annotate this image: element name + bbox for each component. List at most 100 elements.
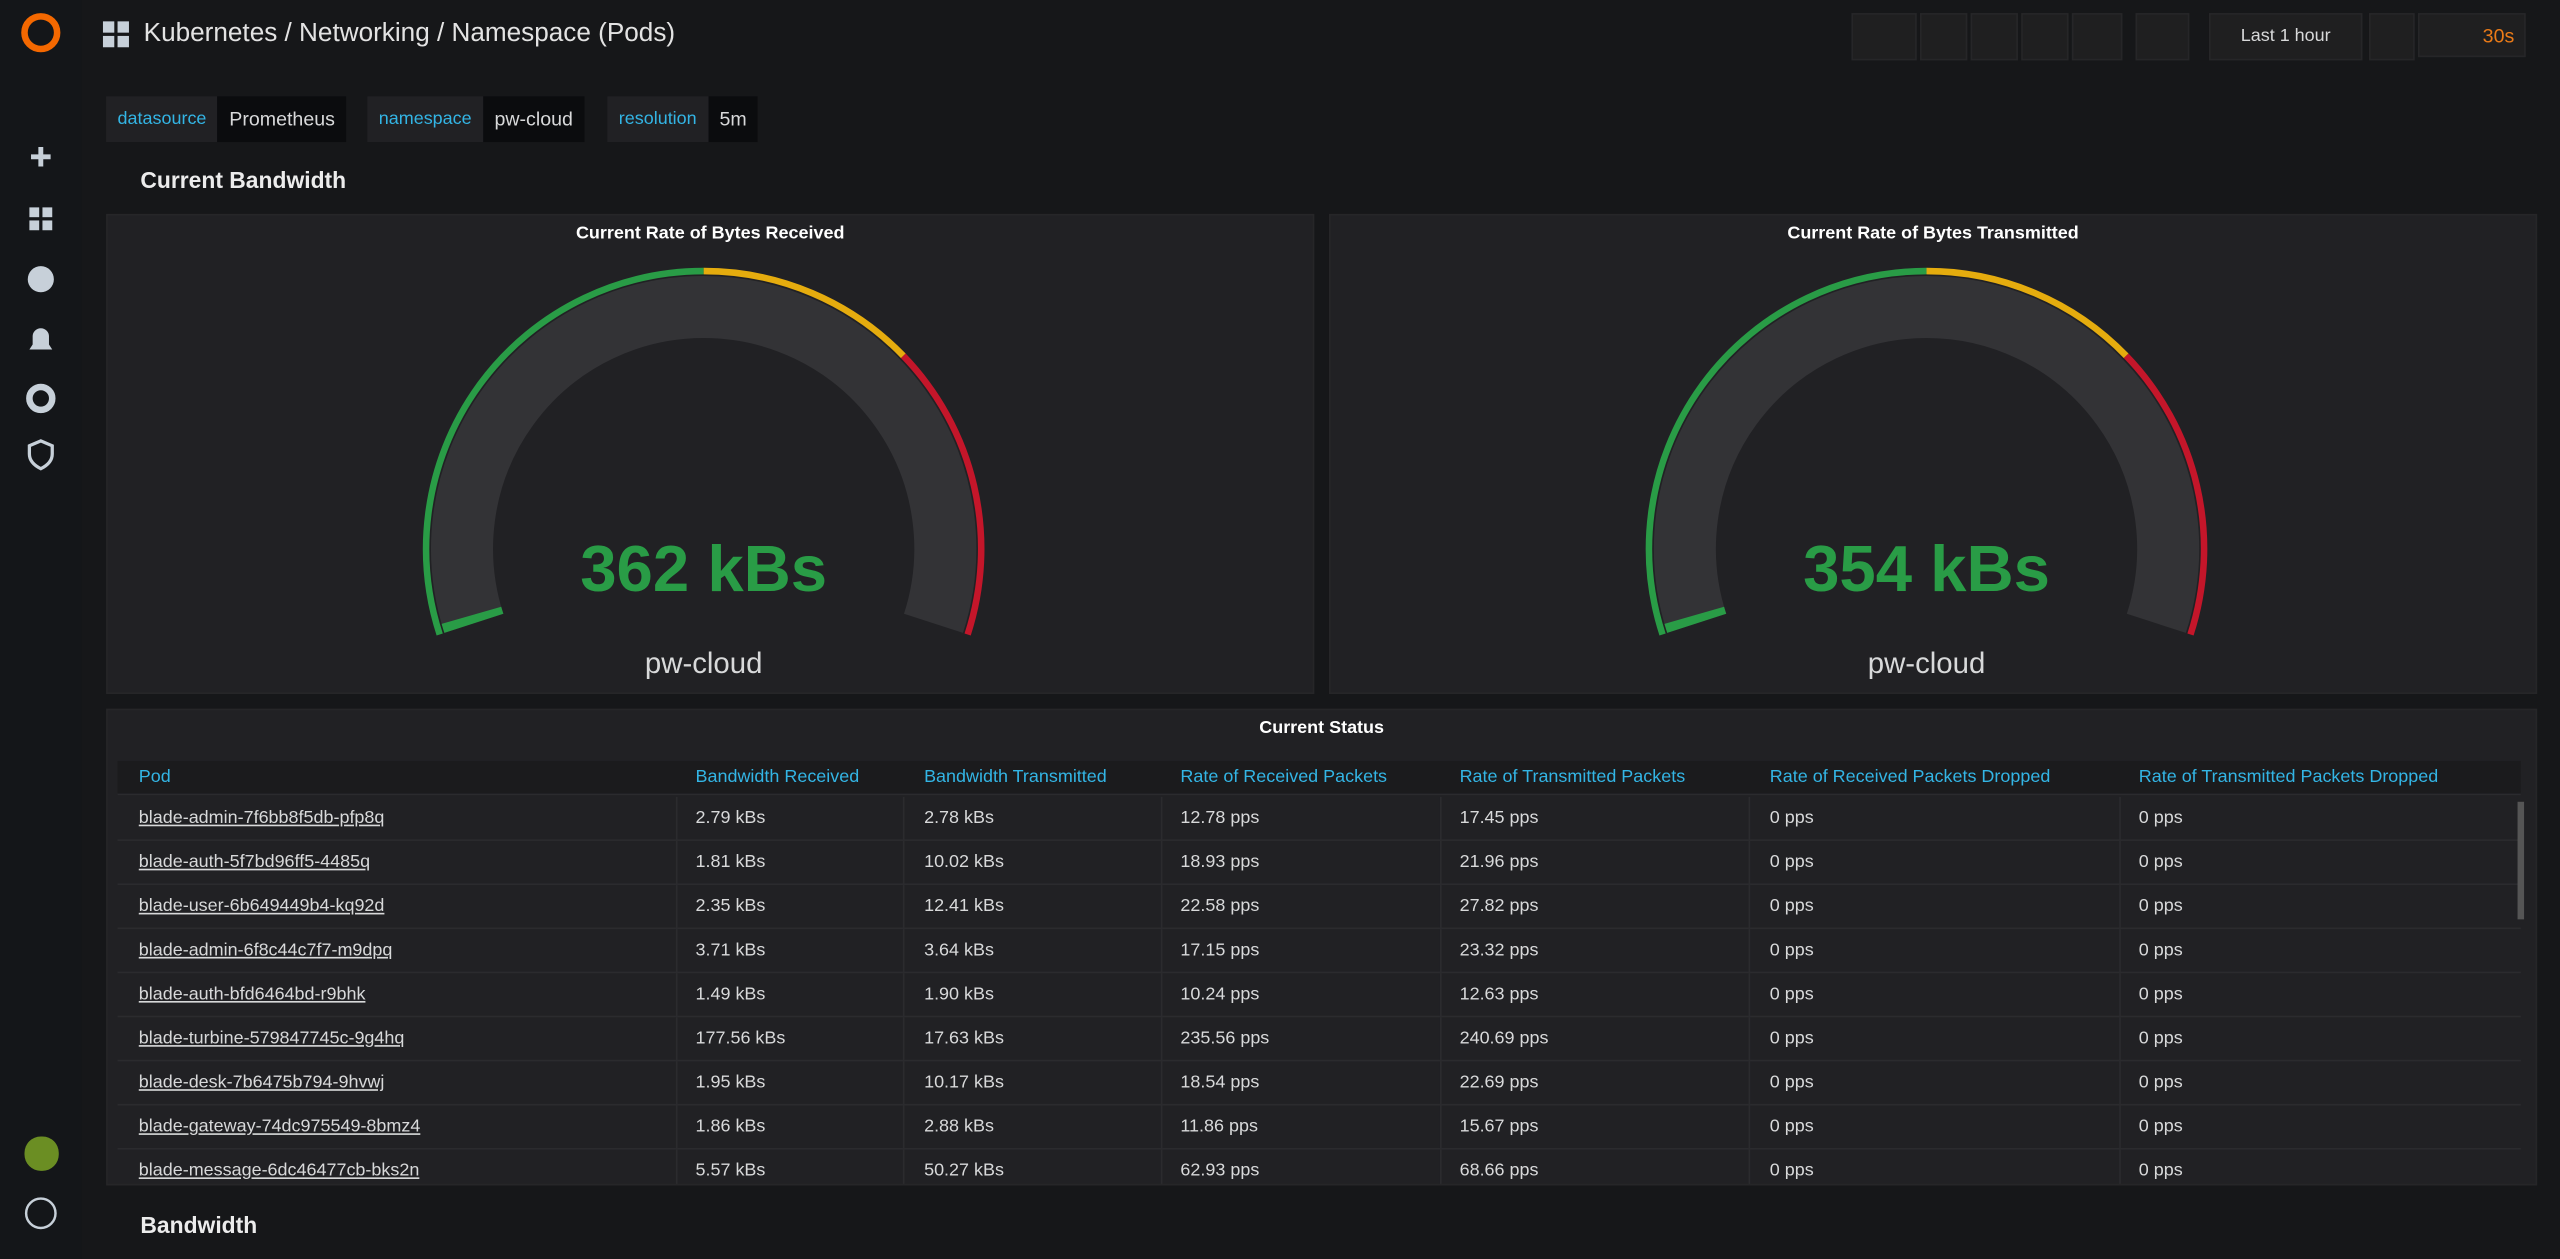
column-separator: [902, 973, 905, 1018]
table-row: [117, 1017, 2521, 1062]
table-cell: 12.78 pps: [1180, 808, 1260, 828]
scrollbar: [2517, 801, 2525, 920]
explore-icon[interactable]: [27, 266, 54, 293]
column-separator: [1439, 1149, 1442, 1184]
column-header[interactable]: Rate of Transmitted Packets Dropped: [2138, 767, 2439, 788]
variable-select[interactable]: pw-cloud: [483, 96, 585, 143]
table-cell: 0 pps: [1769, 852, 1814, 872]
pod-link[interactable]: blade-auth-5f7bd96ff5-4485q: [138, 852, 371, 872]
row-title[interactable]: Bandwidth: [140, 1211, 258, 1238]
table-cell: 0 pps: [1769, 940, 1814, 961]
column-separator: [675, 973, 678, 1018]
create-icon[interactable]: [31, 146, 51, 167]
column-separator: [2119, 885, 2121, 930]
gauge-panel: Current Rate of Bytes Received 362 kBs pw-…: [106, 213, 1315, 694]
table-cell: 0 pps: [2138, 984, 2183, 1005]
alerting-icon[interactable]: [29, 328, 53, 350]
shield-icon[interactable]: [27, 439, 54, 471]
column-separator: [1160, 840, 1163, 886]
column-separator: [1748, 929, 1751, 974]
avatar[interactable]: [24, 1136, 59, 1171]
pod-link[interactable]: blade-desk-7b6475b794-9hvwj: [138, 1072, 385, 1093]
variable: datasource Prometheus: [106, 96, 347, 143]
table-row: [117, 841, 2521, 886]
table-cell: 18.93 pps: [1180, 852, 1260, 872]
table-cell: 0 pps: [1769, 1116, 1814, 1137]
gauge-threshold: [900, 353, 985, 636]
table-row: [117, 797, 2521, 841]
column-separator: [2119, 840, 2121, 886]
help-icon[interactable]: [24, 1197, 57, 1230]
pod-link[interactable]: blade-gateway-74dc975549-8bmz4: [138, 1116, 421, 1137]
dashboards-icon[interactable]: [29, 207, 53, 231]
table-panel: Current Status Pod Bandwidth Received Bandw…: [106, 708, 2538, 1186]
refresh-picker[interactable]: 30s: [2417, 13, 2526, 58]
time-picker[interactable]: Last 1 hour: [2208, 13, 2363, 61]
table-cell: 0 pps: [1769, 1072, 1814, 1093]
variable-select[interactable]: 5m: [708, 96, 759, 143]
table-cell: 50.27 kBs: [924, 1161, 1004, 1181]
column-separator: [675, 1061, 678, 1106]
table-cell: 1.86 kBs: [695, 1116, 766, 1137]
breadcrumb[interactable]: Kubernetes / Networking / Namespace (Pod…: [143, 19, 676, 48]
table-cell: 0 pps: [2138, 808, 2183, 828]
column-separator: [1160, 1149, 1163, 1184]
column-separator: [1748, 840, 1751, 886]
variable-select[interactable]: Prometheus: [217, 96, 347, 143]
column-separator: [1439, 1017, 1442, 1062]
gauge: 354 kBs pw-cloud: [1645, 267, 2208, 680]
logo[interactable]: [21, 13, 61, 53]
table-cell: 0 pps: [1769, 1028, 1814, 1049]
pod-link[interactable]: blade-turbine-579847745c-9g4hq: [138, 1028, 405, 1049]
config-icon[interactable]: [26, 383, 56, 414]
column-header[interactable]: Bandwidth Received: [695, 767, 860, 788]
table-row: [117, 929, 2521, 974]
share-button[interactable]: [1970, 13, 2018, 61]
column-header[interactable]: Rate of Received Packets Dropped: [1769, 767, 2051, 788]
table-row: [117, 885, 2521, 930]
table-cell: 177.56 kBs: [695, 1028, 786, 1049]
table-cell: 68.66 pps: [1459, 1161, 1539, 1181]
table-cell: 17.63 kBs: [924, 1028, 1004, 1049]
column-separator: [675, 1017, 678, 1062]
column-separator: [902, 1149, 905, 1184]
sidebar: [0, 0, 82, 1259]
pod-link[interactable]: blade-admin-6f8c44c7f7-m9dpq: [138, 940, 393, 961]
settings-button[interactable]: [2071, 13, 2123, 61]
tv-button[interactable]: [2135, 13, 2190, 61]
variable: namespace pw-cloud: [367, 96, 585, 143]
save-button[interactable]: [2021, 13, 2069, 61]
pod-link[interactable]: blade-auth-bfd6464bd-r9bhk: [138, 984, 366, 1005]
pod-link[interactable]: blade-message-6dc46477cb-bks2n: [138, 1161, 420, 1181]
table-row: [117, 973, 2521, 1018]
table-cell: 62.93 pps: [1180, 1161, 1260, 1181]
zoom-button[interactable]: [2368, 13, 2415, 61]
column-header[interactable]: Bandwidth Transmitted: [924, 767, 1107, 788]
add-panel-button[interactable]: [1851, 13, 1917, 61]
column-separator: [1748, 1105, 1751, 1150]
column-separator: [1439, 796, 1442, 841]
table-cell: 3.71 kBs: [695, 940, 766, 961]
column-separator: [1439, 885, 1442, 930]
table-cell: 18.54 pps: [1180, 1072, 1260, 1093]
panel-title: Current Status: [1259, 718, 1385, 739]
row-title[interactable]: Current Bandwidth: [140, 166, 347, 193]
table-cell: 22.58 pps: [1180, 896, 1260, 917]
column-header[interactable]: Rate of Received Packets: [1180, 767, 1388, 788]
table-cell: 23.32 pps: [1459, 940, 1539, 961]
star-button[interactable]: [1919, 13, 1968, 61]
column-separator: [902, 1017, 905, 1062]
variable-label: resolution: [607, 96, 709, 143]
column-separator: [1160, 1105, 1163, 1150]
column-header[interactable]: Pod: [138, 767, 171, 788]
table-cell: 0 pps: [2138, 852, 2183, 872]
table-row: [117, 1061, 2521, 1106]
column-separator: [2119, 1105, 2121, 1150]
pod-link[interactable]: blade-user-6b649449b4-kq92d: [138, 896, 385, 917]
pod-link[interactable]: blade-admin-7f6bb8f5db-pfp8q: [138, 808, 385, 828]
sidebar-icons: [21, 13, 61, 1230]
column-separator: [2119, 973, 2121, 1018]
table-cell: 10.17 kBs: [924, 1072, 1004, 1093]
column-header[interactable]: Rate of Transmitted Packets: [1459, 767, 1686, 788]
table-cell: 5.57 kBs: [695, 1161, 766, 1181]
